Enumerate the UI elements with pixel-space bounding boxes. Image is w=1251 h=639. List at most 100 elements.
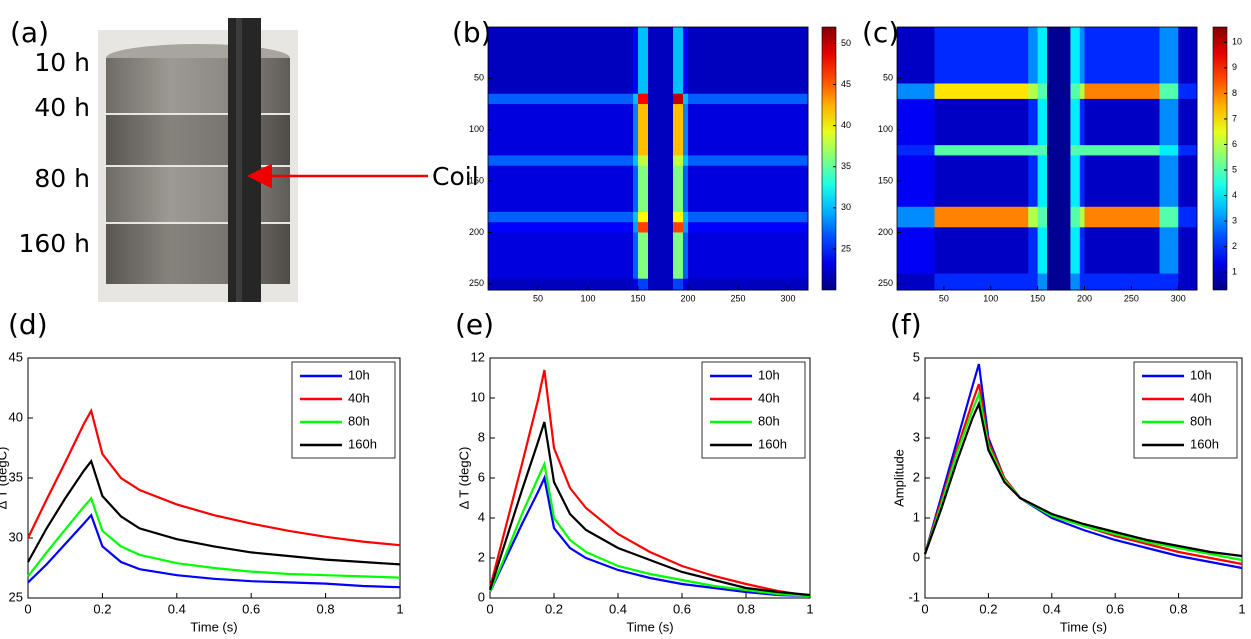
heat-cell (1159, 155, 1179, 208)
y-tick-label: 100 (878, 124, 893, 134)
y-tick-label: 0 (913, 549, 920, 564)
sample-label: 80 h (34, 164, 90, 193)
heat-cell (673, 278, 684, 291)
heat-cell (1178, 83, 1198, 100)
heat-cell (673, 27, 684, 95)
heat-cell (1028, 98, 1039, 146)
y-tick-label: 35 (9, 469, 23, 484)
colorbar-tick-label: 9 (1232, 62, 1237, 72)
x-tick-label: 0.4 (609, 601, 627, 616)
heat-cell (1178, 155, 1198, 208)
y-tick-label: 250 (878, 278, 893, 288)
axes-frame (896, 26, 1198, 291)
heat-cell (488, 27, 634, 95)
heat-cell (1070, 145, 1081, 156)
series-line (488, 460, 811, 598)
heat-cell (1037, 83, 1048, 100)
heat-cell (683, 278, 689, 291)
heat-cell (1047, 206, 1071, 228)
series-line (488, 421, 811, 597)
legend-label: 40h (758, 390, 780, 405)
y-tick-label: 40 (9, 409, 23, 424)
x-tick-label: 0.8 (737, 601, 755, 616)
heat-cell (633, 104, 639, 156)
heat-cell (1084, 155, 1160, 208)
colorbar (821, 26, 837, 291)
legend-label: 80h (1190, 413, 1212, 428)
heat-cell (1079, 98, 1085, 146)
sample-label: 40 h (34, 93, 90, 122)
heat-cell (1084, 83, 1160, 100)
legend-label: 40h (1190, 390, 1212, 405)
panel-label: (c) (862, 16, 899, 49)
heat-cell (1070, 273, 1081, 291)
heat-cell (1079, 273, 1085, 291)
x-tick-label: 0.6 (673, 601, 691, 616)
heat-cell (683, 165, 689, 213)
heat-cell (673, 165, 684, 213)
y-tick-label: 50 (474, 73, 484, 83)
colorbar-tick-label: 50 (841, 38, 851, 48)
x-tick-label: 0.2 (93, 601, 111, 616)
x-tick-label: 100 (983, 293, 998, 303)
heat-cell (673, 211, 684, 223)
heat-cell (688, 211, 809, 223)
legend-label: 160h (758, 436, 787, 451)
legend-label: 10h (348, 367, 370, 382)
heat-cell (683, 211, 689, 223)
legend-label: 80h (348, 413, 370, 428)
heat-cell (688, 222, 809, 233)
heat-cell (934, 145, 1029, 156)
y-tick-label: 25 (9, 589, 23, 604)
colorbar-tick-label: 8 (1232, 88, 1237, 98)
heat-cell (1047, 145, 1071, 156)
legend-label: 40h (348, 390, 370, 405)
colorbar-tick-label: 2 (1232, 241, 1237, 251)
y-tick-label: 0 (478, 589, 485, 604)
y-tick-label: 10 (471, 389, 485, 404)
heat-cell (673, 232, 684, 280)
heat-cell (1079, 155, 1085, 208)
heat-cell (1070, 83, 1081, 100)
x-tick-label: 0.6 (242, 601, 260, 616)
heat-cell (1178, 98, 1198, 146)
heat-cell (1159, 273, 1179, 291)
colorbar-tick-label: 7 (1232, 113, 1237, 123)
heat-cell (897, 98, 935, 146)
legend-label: 160h (1190, 436, 1219, 451)
heat-cell (1178, 145, 1198, 156)
heat-cell (1028, 83, 1039, 100)
x-tick-label: 0 (486, 601, 493, 616)
heat-cell (648, 232, 674, 280)
heat-cell (648, 278, 674, 291)
heat-cell (648, 222, 674, 233)
heat-cell (1159, 145, 1179, 156)
axes-frame (487, 26, 809, 291)
heat-cell (648, 104, 674, 156)
heat-cell (1037, 145, 1048, 156)
y-tick-label: -1 (908, 589, 920, 604)
series-line (923, 400, 1243, 558)
x-tick-label: 250 (730, 293, 745, 303)
heat-cell (633, 232, 639, 280)
colorbar-tick-label: 35 (841, 161, 851, 171)
x-tick-label: 150 (630, 293, 645, 303)
y-tick-label: 100 (469, 124, 484, 134)
heat-cell (1079, 27, 1085, 85)
heat-cell (648, 155, 674, 167)
colorbar-tick-label: 30 (841, 202, 851, 212)
y-tick-label: 50 (883, 73, 893, 83)
heat-cell (688, 165, 809, 213)
heat-cell (1079, 83, 1085, 100)
heat-cell (1037, 227, 1048, 275)
heat-cell (934, 273, 1029, 291)
y-tick-label: 150 (878, 175, 893, 185)
heat-cell (638, 155, 649, 167)
heat-cell (1079, 206, 1085, 228)
panel-label: (b) (452, 16, 492, 49)
heat-cell (683, 104, 689, 156)
heat-cell (488, 222, 634, 233)
y-tick-label: 12 (471, 349, 485, 364)
sample-label: 160 h (18, 229, 90, 258)
